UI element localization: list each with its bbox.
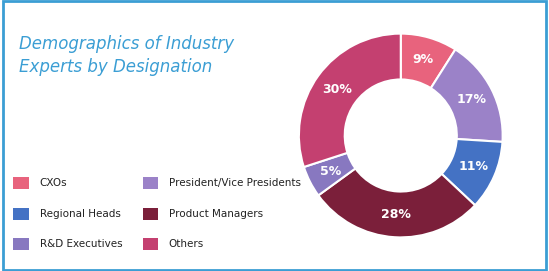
FancyBboxPatch shape [143, 208, 158, 220]
Wedge shape [304, 153, 355, 195]
Text: 9%: 9% [412, 53, 433, 66]
Text: 17%: 17% [456, 93, 486, 106]
Text: R&D Executives: R&D Executives [40, 239, 122, 249]
Wedge shape [318, 169, 475, 237]
Wedge shape [431, 50, 503, 142]
Text: Regional Heads: Regional Heads [40, 209, 121, 219]
Wedge shape [299, 34, 401, 167]
Text: 11%: 11% [458, 160, 488, 173]
Wedge shape [441, 139, 502, 205]
FancyBboxPatch shape [13, 177, 29, 189]
FancyBboxPatch shape [143, 177, 158, 189]
Text: Others: Others [169, 239, 204, 249]
Text: 5%: 5% [320, 165, 341, 178]
Wedge shape [401, 34, 455, 88]
FancyBboxPatch shape [13, 238, 29, 250]
Text: Demographics of Industry
Experts by Designation: Demographics of Industry Experts by Desi… [19, 35, 234, 76]
Text: 28%: 28% [381, 208, 411, 221]
FancyBboxPatch shape [143, 238, 158, 250]
Text: President/Vice Presidents: President/Vice Presidents [169, 178, 301, 188]
FancyBboxPatch shape [13, 208, 29, 220]
Text: 30%: 30% [322, 83, 352, 96]
Text: CXOs: CXOs [40, 178, 68, 188]
Text: Product Managers: Product Managers [169, 209, 263, 219]
